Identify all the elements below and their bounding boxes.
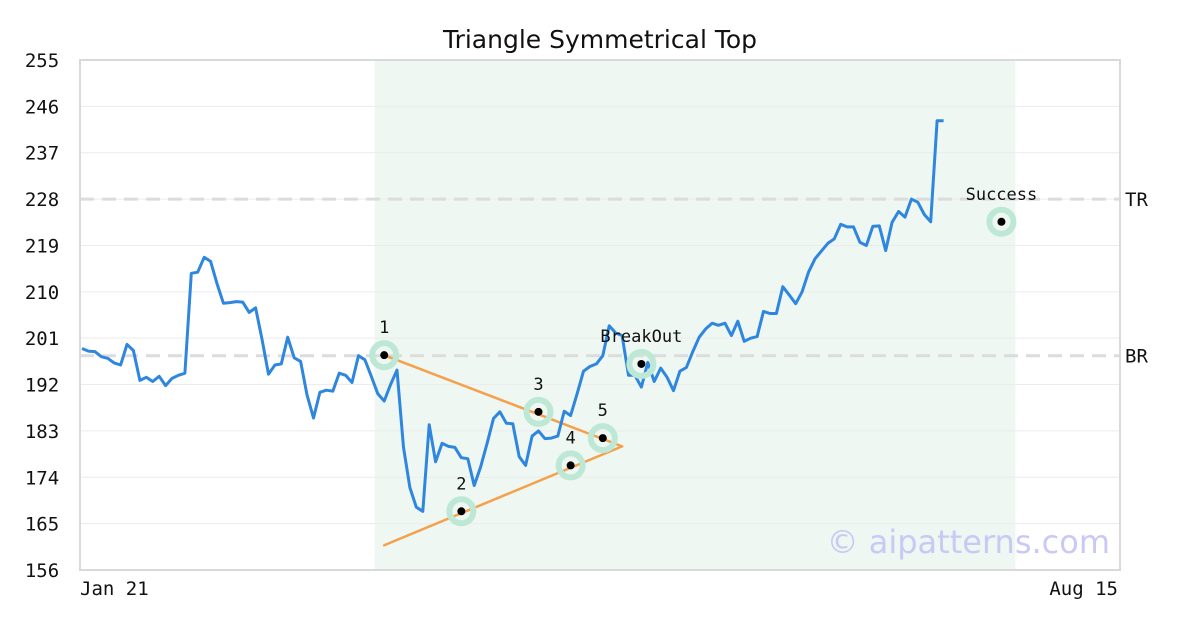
point-label: 1 xyxy=(379,318,389,338)
point-halo xyxy=(555,450,586,481)
x-tick-label: Jan 21 xyxy=(80,578,149,600)
y-tick-label: 246 xyxy=(25,96,59,118)
point-marker xyxy=(598,434,607,443)
point-label: 5 xyxy=(598,401,608,421)
point-halo xyxy=(446,496,477,527)
y-tick-label: 219 xyxy=(25,235,59,257)
level-label: BR xyxy=(1125,346,1148,368)
level-label: TR xyxy=(1125,189,1148,211)
pattern-region xyxy=(374,60,1016,570)
y-tick-label: 156 xyxy=(25,560,59,582)
price-line xyxy=(81,119,944,513)
point-label: BreakOut xyxy=(600,327,682,347)
trendline xyxy=(382,353,624,448)
point-halo xyxy=(986,206,1017,237)
point-label: 2 xyxy=(456,474,466,494)
y-tick-label: 210 xyxy=(25,282,59,304)
x-tick-label: Aug 15 xyxy=(1049,578,1118,600)
plot-frame xyxy=(79,59,1121,571)
y-tick-label: 201 xyxy=(25,328,59,350)
point-marker xyxy=(997,217,1006,226)
y-tick-label: 255 xyxy=(25,50,59,72)
chart-title: Triangle Symmetrical Top xyxy=(442,25,757,54)
point-halo xyxy=(626,348,657,379)
y-tick-label: 174 xyxy=(25,467,59,489)
point-label: 4 xyxy=(566,428,576,448)
point-marker xyxy=(457,507,466,516)
point-marker xyxy=(566,461,575,470)
x-axis: Jan 21 Aug 15 xyxy=(80,578,1118,600)
y-tick-label: 237 xyxy=(25,143,59,165)
point-halo xyxy=(587,423,618,454)
y-tick-label: 183 xyxy=(25,421,59,443)
y-tick-label: 228 xyxy=(25,189,59,211)
point-marker xyxy=(380,351,389,360)
pattern-points: 1 2 3 4 5 BreakOut Success xyxy=(369,185,1038,527)
y-tick-label: 165 xyxy=(25,514,59,536)
y-axis: 156 165 174 183 192 201 210 219 228 237 246 255 xyxy=(25,50,59,582)
level-lines: TR BR xyxy=(80,189,1148,368)
watermark: © aipatterns.com xyxy=(827,523,1110,561)
point-marker xyxy=(637,359,646,368)
point-label: Success xyxy=(966,185,1038,205)
point-marker xyxy=(534,407,543,416)
y-tick-label: 192 xyxy=(25,375,59,397)
point-halo xyxy=(369,340,400,371)
point-halo xyxy=(523,396,554,427)
point-label: 3 xyxy=(533,375,543,395)
gridlines xyxy=(80,59,1120,571)
